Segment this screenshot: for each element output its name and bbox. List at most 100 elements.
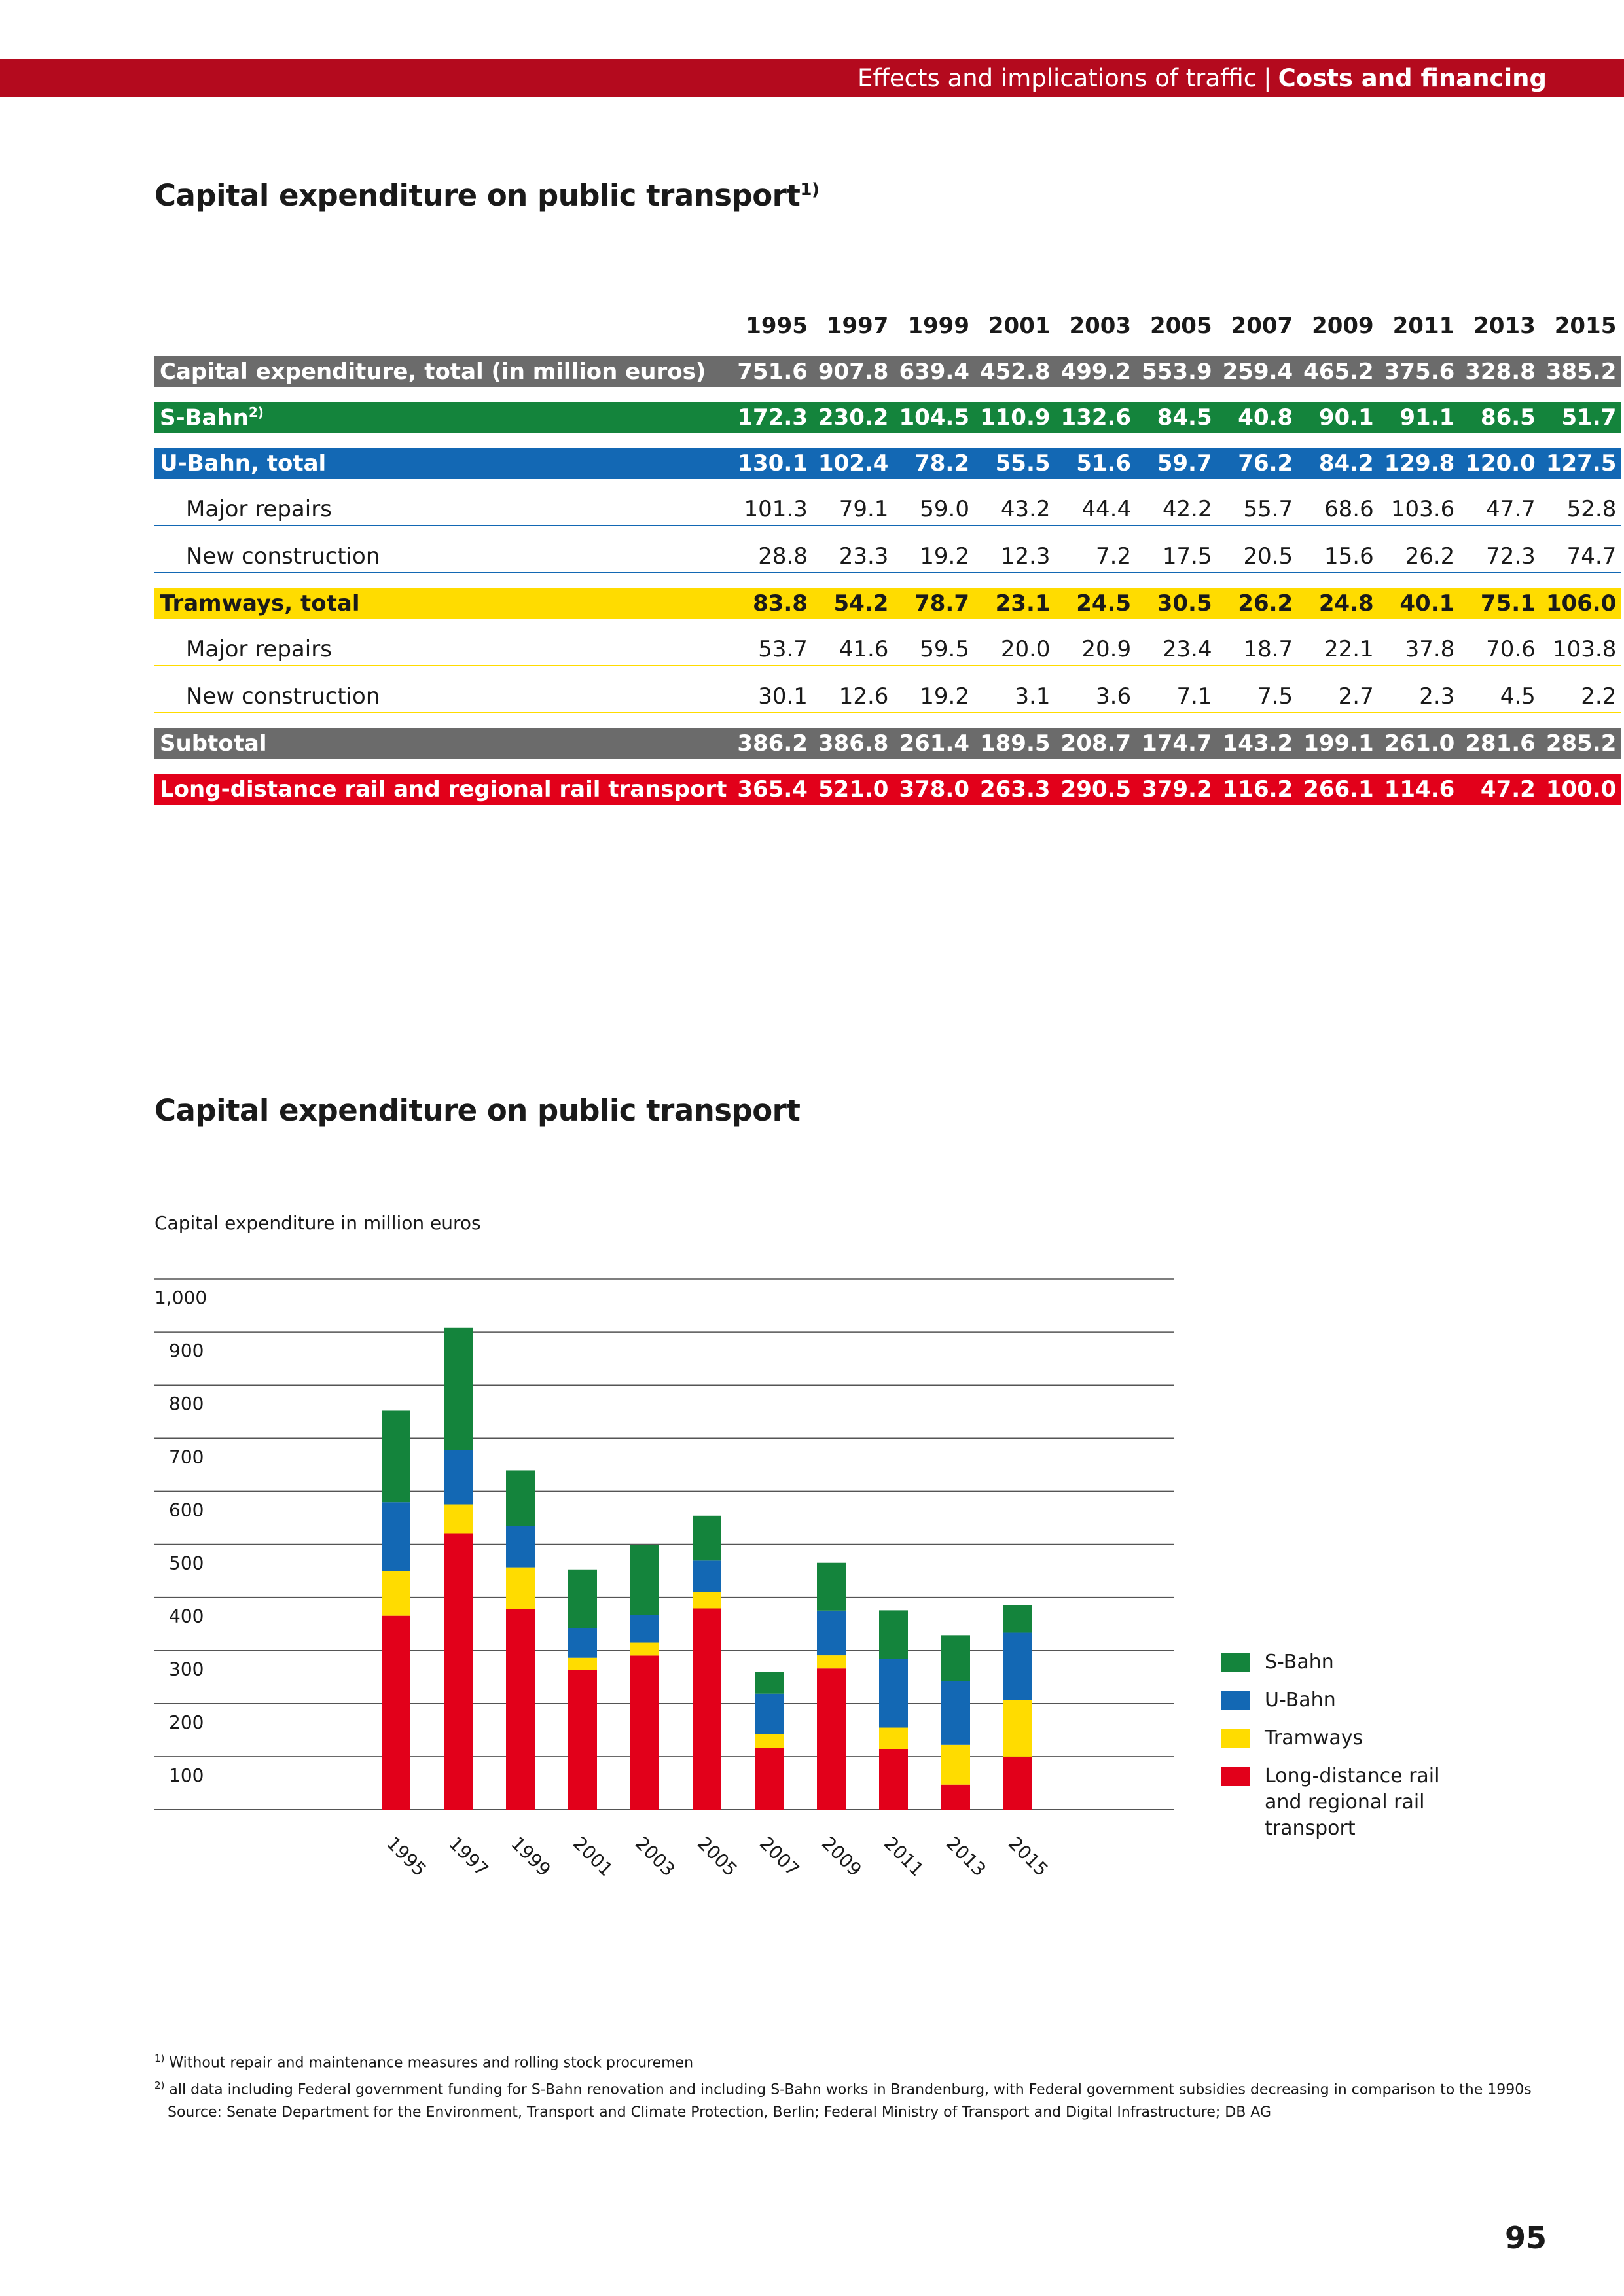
bar-segment-u-bahn — [693, 1560, 721, 1592]
table-cell: 172.3 — [732, 402, 813, 433]
table-cell: 553.9 — [1136, 356, 1218, 387]
footnote-2-marker: 2) — [154, 2079, 165, 2092]
table-cell: 199.1 — [1298, 728, 1379, 759]
table-cell: 24.5 — [1055, 588, 1137, 619]
bar-segment-long-distance-rail-and-regional-rail-transport — [506, 1609, 535, 1810]
bar-segment-u-bahn — [382, 1502, 410, 1571]
table-cell: 68.6 — [1298, 493, 1379, 526]
bar-segment-tramways — [817, 1655, 846, 1669]
bar-segment-long-distance-rail-and-regional-rail-transport — [693, 1608, 721, 1810]
x-tick-label: 2011 — [880, 1833, 928, 1881]
table-cell: 385.2 — [1540, 356, 1622, 387]
row-u-bahn-total: U-Bahn, total 130.1 102.4 78.2 55.5 51.6 59.7 7… — [154, 448, 1622, 479]
row-tramways-total: Tramways, total 83.8 54.2 78.7 23.1 24.5 30.5 2… — [154, 588, 1622, 619]
bar-segment-tramways — [1003, 1700, 1032, 1757]
bar-segment-long-distance-rail-and-regional-rail-transport — [630, 1655, 659, 1810]
row-long-distance-rail: Long-distance rail and regional rail tra… — [154, 774, 1622, 805]
table-cell: 189.5 — [974, 728, 1056, 759]
capital-expenditure-table: 1995 1997 1999 2001 2003 2005 2007 2009 … — [154, 296, 1622, 819]
table-cell: 79.1 — [812, 493, 894, 526]
row-label-text: New construction — [186, 543, 380, 569]
header-section: Effects and implications of traffic — [857, 63, 1257, 92]
bar-segment-u-bahn — [817, 1610, 846, 1656]
bar-segment-long-distance-rail-and-regional-rail-transport — [941, 1784, 970, 1810]
x-tick-label: 1997 — [444, 1833, 493, 1881]
year-header: 2001 — [988, 313, 1051, 339]
footnote-1: 1) Without repair and maintenance measur… — [154, 2047, 1532, 2074]
table-cell: 51.7 — [1540, 402, 1622, 433]
table-cell: 78.7 — [893, 588, 975, 619]
legend-label-long-distance: Long-distance rail and regional rail tra… — [1265, 1765, 1440, 1840]
table-cell: 76.2 — [1217, 448, 1299, 479]
table-cell: 20.5 — [1217, 541, 1299, 573]
table-cell: 15.6 — [1298, 541, 1379, 573]
table-cell: 55.5 — [974, 448, 1056, 479]
chart-legend: S-Bahn U-Bahn Tramways Long-distance rai… — [1221, 1649, 1474, 1854]
table-cell: 30.5 — [1136, 588, 1218, 619]
table-cell: 639.4 — [893, 356, 975, 387]
y-tick-label: 500 — [169, 1552, 204, 1574]
table-cell: 386.8 — [812, 728, 894, 759]
x-tick-label: 2007 — [755, 1833, 804, 1881]
table-cell: 281.6 — [1460, 728, 1541, 759]
table-cell: 104.5 — [893, 402, 975, 433]
bar-segment-s-bahn — [506, 1470, 535, 1526]
table-cell: 266.1 — [1298, 774, 1379, 805]
x-tick-label: 1999 — [507, 1833, 555, 1881]
bar-segment-s-bahn — [693, 1515, 721, 1561]
row-tramways-new-construction: New construction 30.1 12.6 19.2 3.1 3.6 7.1 7.5… — [154, 681, 1622, 713]
table-cell: 83.8 — [732, 588, 813, 619]
row-label-text: Tramways, total — [160, 590, 360, 617]
row-s-bahn: S-Bahn2) 172.3 230.2 104.5 110.9 132.6 84.5 40.… — [154, 402, 1622, 433]
legend-swatch-tramways — [1221, 1729, 1250, 1748]
legend-item-s-bahn: S-Bahn — [1221, 1649, 1474, 1676]
legend-label-s-bahn: S-Bahn — [1265, 1651, 1334, 1674]
chart-y-axis-label: Capital expenditure in million euros — [154, 1212, 481, 1234]
table-cell: 102.4 — [812, 448, 894, 479]
bar-segment-u-bahn — [1003, 1632, 1032, 1700]
table-cell: 386.2 — [732, 728, 813, 759]
table-cell: 47.7 — [1460, 493, 1541, 526]
table-cell: 19.2 — [893, 541, 975, 573]
y-tick-label: 200 — [169, 1712, 204, 1733]
table-cell: 12.6 — [812, 681, 894, 713]
row-label-text: S-Bahn — [160, 404, 249, 431]
table-cell: 42.2 — [1136, 493, 1218, 526]
bar-segment-s-bahn — [630, 1545, 659, 1615]
table-cell: 365.4 — [732, 774, 813, 805]
footnote-2: 2) all data including Federal government… — [154, 2074, 1532, 2101]
table-cell: 103.8 — [1540, 634, 1622, 666]
row-label: New construction — [154, 541, 732, 573]
table-cell: 23.4 — [1136, 634, 1218, 666]
bar-segment-u-bahn — [444, 1450, 473, 1505]
bar-segment-s-bahn — [568, 1569, 597, 1628]
table-cell: 114.6 — [1379, 774, 1460, 805]
table-cell: 379.2 — [1136, 774, 1218, 805]
table-cell: 26.2 — [1217, 588, 1299, 619]
y-tick-label: 900 — [169, 1340, 204, 1361]
row-label-text: New construction — [186, 683, 380, 709]
table-cell: 17.5 — [1136, 541, 1218, 573]
bar-segment-long-distance-rail-and-regional-rail-transport — [568, 1670, 597, 1810]
table-cell: 290.5 — [1055, 774, 1137, 805]
table-cell: 74.7 — [1540, 541, 1622, 573]
table-cell: 18.7 — [1217, 634, 1299, 666]
table-cell: 130.1 — [732, 448, 813, 479]
table-cell: 78.2 — [893, 448, 975, 479]
legend-swatch-s-bahn — [1221, 1653, 1250, 1672]
y-tick-label: 800 — [169, 1393, 204, 1414]
table-body: Capital expenditure, total (in million e… — [154, 356, 1622, 805]
table-cell: 261.0 — [1379, 728, 1460, 759]
row-label: Subtotal — [154, 728, 732, 759]
year-header: 1997 — [826, 313, 889, 339]
row-label: Long-distance rail and regional rail tra… — [154, 774, 732, 805]
row-label-text: Long-distance rail and regional rail tra… — [160, 776, 727, 802]
bar-segment-u-bahn — [879, 1659, 908, 1728]
table-cell: 103.6 — [1379, 493, 1460, 526]
footnotes: 1) Without repair and maintenance measur… — [154, 2047, 1532, 2124]
table-cell: 20.0 — [974, 634, 1056, 666]
table-cell: 127.5 — [1540, 448, 1622, 479]
table-cell: 174.7 — [1136, 728, 1218, 759]
bar-segment-u-bahn — [568, 1628, 597, 1658]
legend-swatch-u-bahn — [1221, 1691, 1250, 1710]
